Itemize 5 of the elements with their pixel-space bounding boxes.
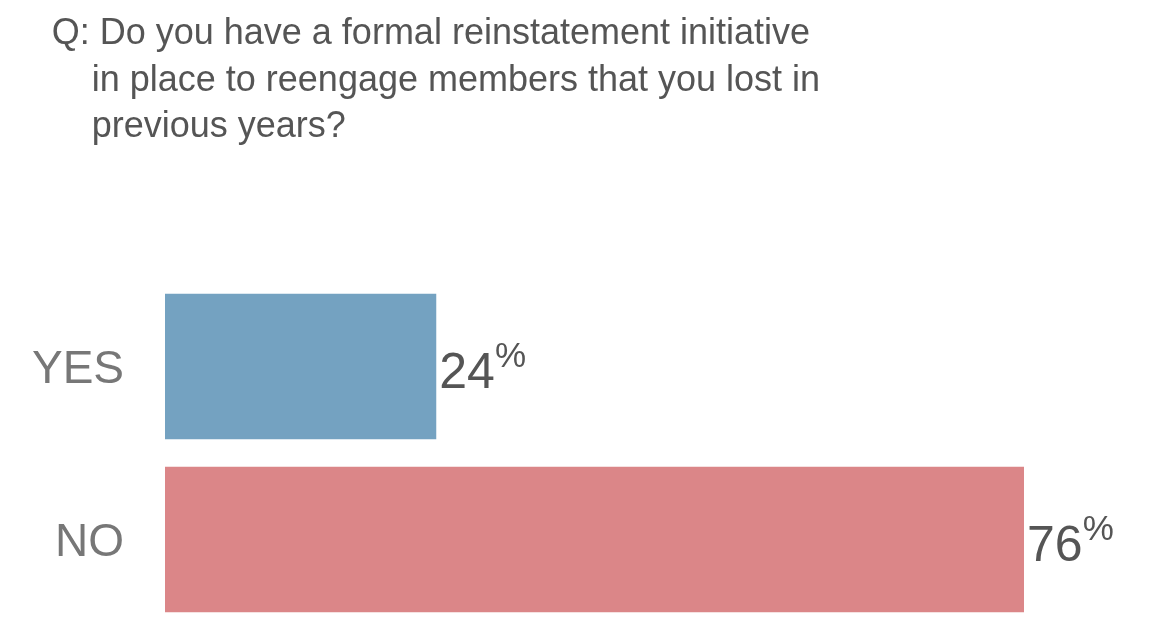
- y-tick-label: YES: [31, 340, 124, 393]
- chart-title: Q: Do you have a formal reinstatement initiative in place to reengage members that you lost in previous years?: [51, 10, 821, 146]
- y-tick-label: NO: [55, 513, 124, 566]
- data-label: 76$^{%}$: [1027, 507, 1114, 572]
- data-label: 24$^{%}$: [439, 334, 527, 399]
